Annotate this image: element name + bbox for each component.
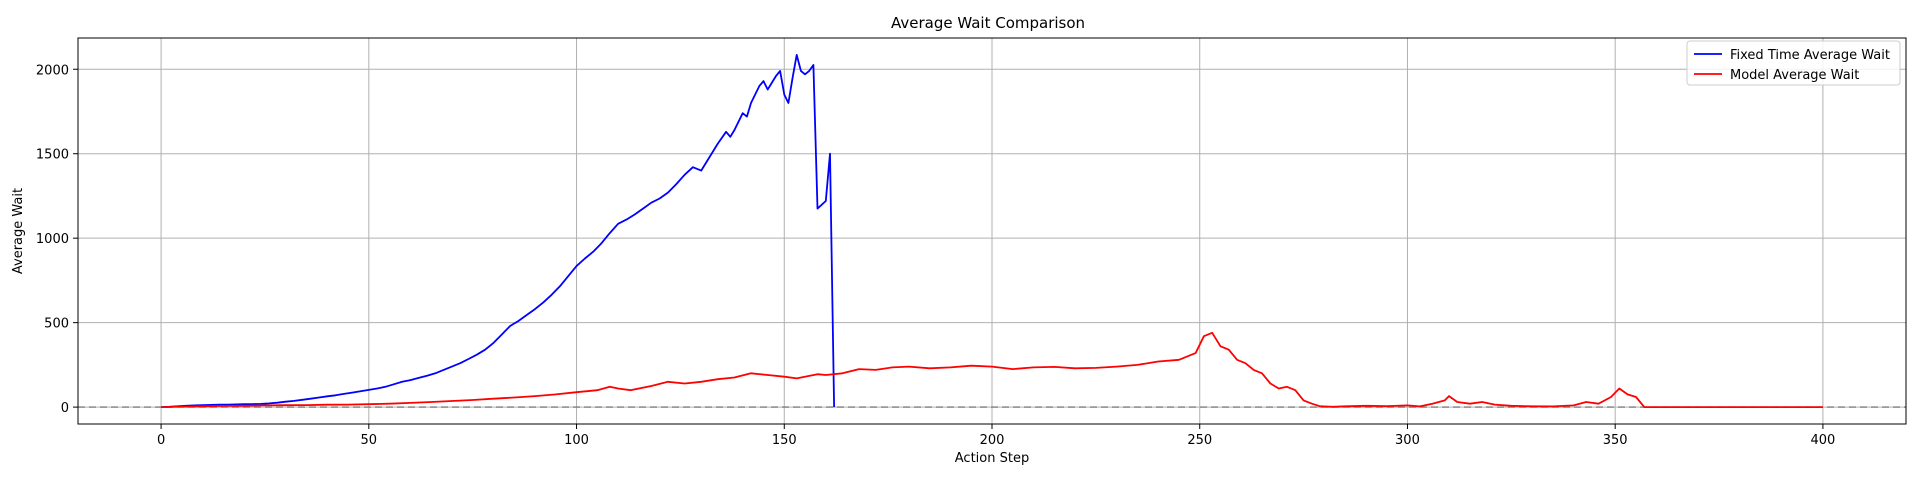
y-tick-label: 0 xyxy=(61,401,69,416)
series-lines xyxy=(161,54,1823,408)
x-tick-label: 50 xyxy=(361,433,378,448)
series-line-1 xyxy=(161,54,835,408)
y-tick-label: 1500 xyxy=(36,148,69,163)
x-tick-label: 300 xyxy=(1395,433,1420,448)
legend-box xyxy=(1686,40,1901,86)
x-tick-label: 350 xyxy=(1603,433,1628,448)
x-axis-label: Action Step xyxy=(955,451,1029,466)
x-tick-label: 200 xyxy=(980,433,1005,448)
legend-label: Model Average Wait xyxy=(1730,68,1859,83)
legend-label: Fixed Time Average Wait xyxy=(1730,48,1890,63)
legend: Fixed Time Average Wait Model Average Wai… xyxy=(1686,40,1901,86)
y-tick-label: 1000 xyxy=(36,232,69,247)
chart-title: Average Wait Comparison xyxy=(891,14,1085,32)
axis-ticks: 0 50 100 150 200 250 300 350 400 0 500 1000 1500 2000 xyxy=(36,63,1835,448)
x-tick-label: 400 xyxy=(1810,433,1835,448)
y-tick-label: 500 xyxy=(44,317,69,332)
x-tick-label: 150 xyxy=(772,433,797,448)
x-tick-label: 0 xyxy=(157,433,165,448)
x-tick-label: 100 xyxy=(564,433,589,448)
series-line-2 xyxy=(161,331,1823,408)
y-axis-label: Average Wait xyxy=(11,188,26,274)
x-tick-label: 250 xyxy=(1187,433,1212,448)
y-tick-label: 2000 xyxy=(36,63,69,78)
